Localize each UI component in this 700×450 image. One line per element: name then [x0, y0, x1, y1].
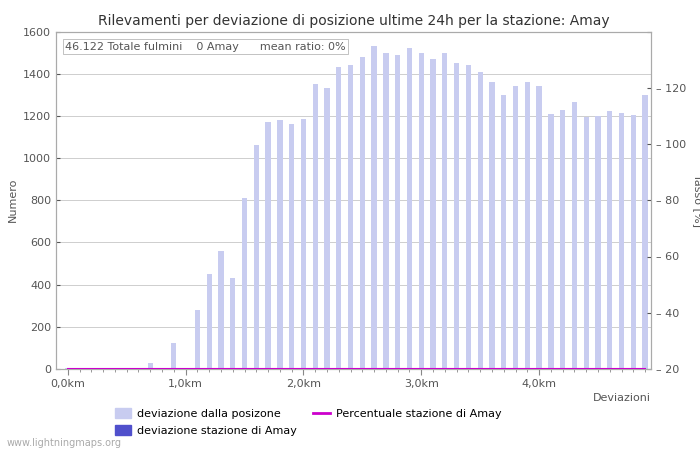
Bar [112, 368, 118, 369]
Title: Rilevamenti per deviazione di posizione ultime 24h per la stazione: Amay: Rilevamenti per deviazione di posizione … [98, 14, 609, 27]
Bar [454, 63, 459, 369]
Bar [360, 57, 365, 369]
Bar [560, 109, 566, 369]
Legend: deviazione dalla posizone, deviazione stazione di Amay, Percentuale stazione di : deviazione dalla posizone, deviazione st… [111, 404, 505, 440]
Bar [277, 120, 283, 369]
Bar [631, 115, 636, 369]
Bar [584, 117, 589, 369]
Text: 46.122 Totale fulmini    0 Amay      mean ratio: 0%: 46.122 Totale fulmini 0 Amay mean ratio:… [65, 42, 346, 52]
Bar [65, 368, 71, 369]
Bar [477, 72, 483, 369]
Bar [572, 102, 577, 369]
Bar [607, 111, 612, 369]
Bar [466, 65, 471, 369]
Bar [489, 82, 495, 369]
Bar [595, 116, 601, 369]
Bar [101, 368, 106, 369]
Y-axis label: Numero: Numero [8, 178, 18, 222]
Bar [442, 53, 447, 369]
Bar [501, 95, 506, 369]
Bar [289, 124, 294, 369]
Bar [77, 368, 82, 369]
Bar [513, 86, 518, 369]
Bar [643, 95, 648, 369]
Bar [407, 49, 412, 369]
Bar [384, 53, 388, 369]
Bar [206, 274, 212, 369]
Bar [89, 368, 94, 369]
Text: www.lightningmaps.org: www.lightningmaps.org [7, 438, 122, 448]
Bar [230, 278, 235, 369]
Bar [160, 368, 164, 369]
Bar [124, 368, 130, 369]
Bar [172, 342, 176, 369]
Text: Deviazioni: Deviazioni [593, 392, 651, 403]
Bar [336, 68, 342, 369]
Bar [242, 198, 247, 369]
Bar [524, 82, 530, 369]
Bar [419, 53, 424, 369]
Bar [218, 251, 223, 369]
Bar [619, 112, 624, 369]
Y-axis label: Tasso [%]: Tasso [%] [693, 174, 700, 227]
Bar [324, 89, 330, 369]
Bar [265, 122, 271, 369]
Bar [253, 145, 259, 369]
Bar [395, 55, 400, 369]
Bar [348, 65, 354, 369]
Bar [430, 59, 435, 369]
Bar [148, 363, 153, 369]
Bar [136, 368, 141, 369]
Bar [548, 114, 554, 369]
Bar [536, 86, 542, 369]
Bar [301, 119, 306, 369]
Bar [183, 368, 188, 369]
Bar [313, 84, 318, 369]
Bar [195, 310, 200, 369]
Bar [372, 46, 377, 369]
